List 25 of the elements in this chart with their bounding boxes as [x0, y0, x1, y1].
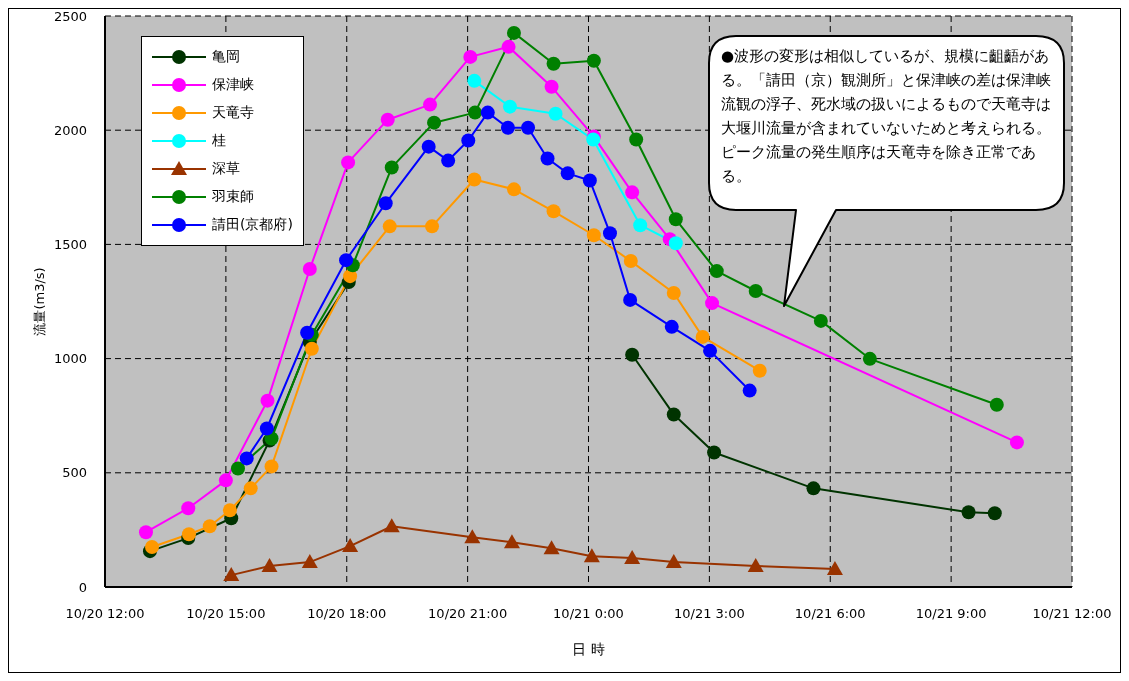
x-tick-label: 10/21 9:00 [915, 606, 987, 622]
y-tick-label: 1500 [53, 237, 87, 253]
legend-label: 深草 [212, 160, 240, 178]
x-axis-title: 日 時 [572, 641, 605, 657]
y-tick-label: 2000 [53, 122, 87, 138]
legend-label: 保津峡 [212, 76, 254, 94]
x-tick-label: 10/20 12:00 [65, 606, 145, 622]
annotation: ●波形の変形は相似しているが、規模に齟齬がある。「請田（京）観測所」と保津峡の差は保津峡流観の浮子、死水域の扱いによるもので天竜寺は大堰川流量が含まれていないためと考えられる。ピーク流量の発生順序は天竜寺を除き正常である。 [721, 46, 1052, 187]
x-tick-label: 10/20 21:00 [428, 606, 508, 622]
legend-label: 請田(京都府) [212, 216, 293, 234]
legend-label: 天竜寺 [212, 104, 254, 122]
y-axis-title: 流量(m3/s) [31, 267, 47, 336]
x-tick-label: 10/21 12:00 [1032, 606, 1112, 622]
x-tick-label: 10/20 15:00 [186, 606, 266, 622]
x-tick-label: 10/20 18:00 [307, 606, 387, 622]
y-tick-label: 1000 [53, 351, 87, 367]
y-tick-label: 2500 [53, 8, 87, 24]
y-tick-label: 0 [78, 579, 87, 595]
legend-label: 亀岡 [212, 48, 240, 66]
x-tick-label: 10/21 3:00 [673, 606, 745, 622]
x-tick-label: 10/21 6:00 [794, 606, 866, 622]
legend-label: 羽束師 [212, 188, 254, 206]
y-tick-label: 500 [62, 465, 87, 481]
legend-label: 桂 [212, 132, 226, 150]
x-tick-label: 10/21 0:00 [553, 606, 624, 622]
